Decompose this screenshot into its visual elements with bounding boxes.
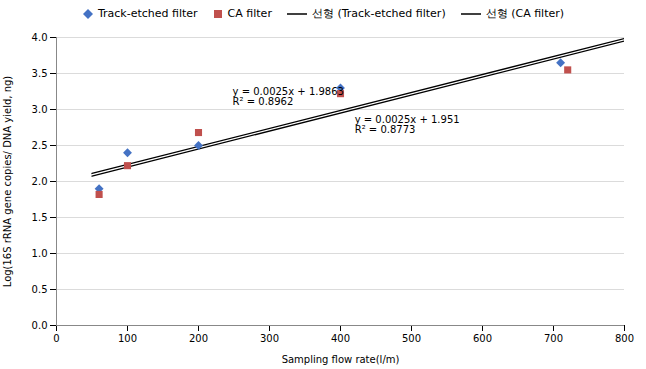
svg-text:800: 800 (615, 333, 634, 344)
svg-text:3.0: 3.0 (32, 104, 48, 115)
svg-text:2.5: 2.5 (32, 140, 48, 151)
svg-text:y = 0.0025x + 1.951R² = 0.8773: y = 0.0025x + 1.951R² = 0.8773 (355, 114, 460, 135)
svg-text:100: 100 (118, 333, 137, 344)
svg-text:500: 500 (402, 333, 421, 344)
svg-text:1.5: 1.5 (32, 212, 48, 223)
svg-text:400: 400 (331, 333, 350, 344)
svg-text:0.5: 0.5 (32, 284, 48, 295)
html-text:선형 (CA filter): 선형 (CA filter) (485, 7, 565, 20)
svg-text:y = 0.0025x + 1.9863R² = 0.896: y = 0.0025x + 1.9863R² = 0.8962 (233, 86, 344, 107)
svg-text:4.0: 4.0 (32, 32, 48, 43)
svg-text:0.0: 0.0 (32, 320, 48, 331)
svg-text:1.0: 1.0 (32, 248, 48, 259)
html-text:선형 (Track-etched filter): 선형 (Track-etched filter) (311, 7, 446, 20)
svg-text:3.5: 3.5 (32, 68, 48, 79)
svg-text:2.0: 2.0 (32, 176, 48, 187)
svg-text:600: 600 (473, 333, 492, 344)
svg-text:Sampling flow rate(l/m): Sampling flow rate(l/m) (282, 354, 400, 365)
svg-text:Log(16S rRNA gene copies/ DNA: Log(16S rRNA gene copies/ DNA yield, ng) (2, 76, 13, 288)
svg-text:700: 700 (544, 333, 563, 344)
html-text:CA filter: CA filter (227, 7, 272, 20)
svg-text:200: 200 (189, 333, 208, 344)
html-text:Track-etched filter: Track-etched filter (97, 7, 198, 20)
svg-text:0: 0 (53, 333, 59, 344)
svg-text:300: 300 (260, 333, 279, 344)
